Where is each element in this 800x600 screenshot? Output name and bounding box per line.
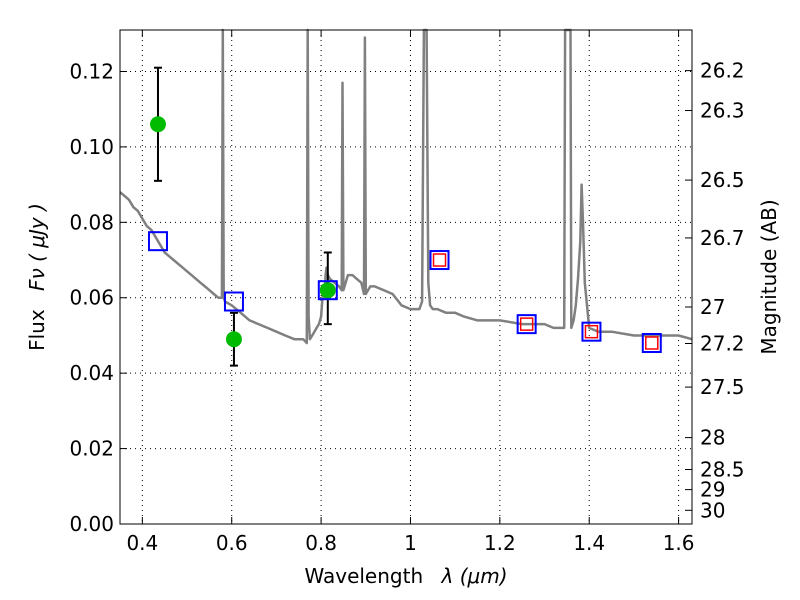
axis-ticks: 0.4 0.6 0.8 1 1.2 1.4 1.6 0.00 0.02 0.04 0.06 0.08 0…	[69, 30, 745, 555]
mag-tick-label: 26.2	[700, 59, 745, 83]
y-tick-label: 0.06	[69, 286, 114, 310]
secondary-photometry-marker	[584, 324, 599, 339]
y-tick-label: 0.10	[69, 135, 114, 159]
mag-tick-label: 26.5	[700, 168, 745, 192]
x-tick-label: 0.8	[305, 531, 337, 555]
y-tick-label: 0.04	[69, 361, 114, 385]
mag-tick-label: 26.3	[700, 99, 745, 123]
x-tick-label: 0.6	[216, 531, 248, 555]
x-tick-label: 1.6	[663, 531, 695, 555]
mag-tick-label: 30	[700, 498, 725, 522]
model-photometry-marker	[429, 250, 450, 271]
mag-tick-label: 27.2	[700, 332, 745, 356]
grid-lines	[120, 30, 692, 525]
model-photometry-marker	[223, 291, 244, 312]
x-axis-label-math: λ (μm)	[441, 564, 508, 588]
right-axis-label-text: Magnitude (AB)	[757, 199, 781, 354]
x-tick-label: 1.4	[573, 531, 605, 555]
model-photometry-marker	[317, 280, 338, 301]
y-axis-label-math: Fν ( μJy )	[25, 203, 49, 291]
y-tick-label: 0.08	[69, 210, 114, 234]
model-photometry-marker	[641, 332, 662, 353]
y-tick-label: 0.12	[69, 59, 114, 83]
x-axis-label: Wavelength λ (μm)	[304, 564, 507, 588]
observed-points	[149, 116, 336, 348]
secondary-photometry-marker	[432, 253, 447, 267]
mag-tick-label: 27.5	[700, 375, 745, 399]
model-spectrum-line	[119, 28, 693, 345]
y-tick-label: 0.00	[69, 512, 114, 536]
x-tick-label: 1.2	[484, 531, 516, 555]
observed-point	[225, 331, 242, 348]
x-axis-label-text: Wavelength	[304, 564, 423, 588]
y-tick-label: 0.02	[69, 437, 114, 461]
svg-text:Wavelength λ (μm): Wavelength λ (μm)	[304, 564, 507, 588]
mag-tick-label: 28	[700, 426, 725, 450]
mag-tick-label: 29	[700, 478, 725, 502]
svg-text:Flux Fν ( μJy ): Flux Fν ( μJy )	[25, 203, 49, 351]
observed-point	[149, 116, 166, 133]
model-photometry-marker	[147, 231, 168, 252]
y-axis-label-text: Flux	[25, 309, 49, 351]
model-spectrum	[119, 28, 693, 345]
secondary-photometry-marker	[519, 317, 534, 331]
mag-tick-label: 28.5	[700, 457, 745, 481]
error-bars	[153, 66, 332, 367]
mag-tick-label: 26.7	[700, 226, 745, 250]
model-photometry-marker	[516, 314, 537, 335]
right-axis-label: Magnitude (AB)	[757, 199, 781, 354]
x-tick-label: 1	[404, 531, 417, 555]
plot-frame	[119, 29, 693, 525]
observed-point	[319, 282, 336, 299]
model-photometry-boxes	[147, 231, 662, 353]
secondary-photometry-marker	[645, 336, 659, 350]
x-tick-label: 0.4	[126, 531, 158, 555]
mag-tick-label: 27	[700, 295, 725, 319]
y-axis-label: Flux Fν ( μJy )	[25, 203, 49, 351]
model-photometry-marker	[581, 321, 602, 342]
